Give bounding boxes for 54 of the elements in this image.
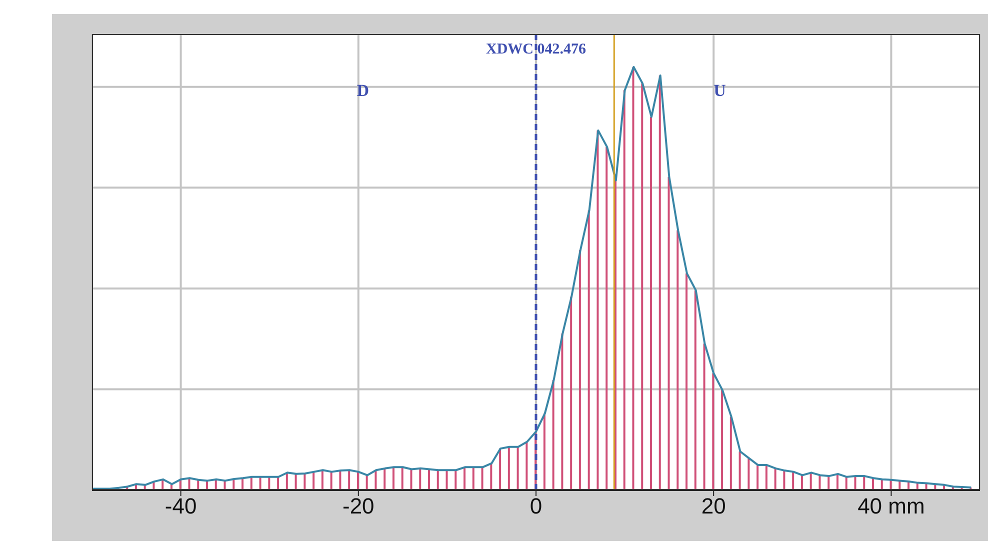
bar: [676, 230, 679, 490]
bar: [712, 373, 714, 490]
bar: [596, 130, 599, 490]
bar: [774, 468, 776, 490]
bar: [401, 467, 404, 490]
bar: [428, 469, 430, 490]
bar: [419, 468, 422, 490]
bar: [330, 472, 332, 490]
bar: [721, 390, 724, 490]
bar: [686, 273, 688, 490]
bar: [446, 470, 448, 490]
bar: [748, 458, 750, 490]
bar: [783, 470, 786, 490]
bar: [650, 116, 652, 490]
bar: [392, 467, 394, 490]
bar: [410, 469, 412, 490]
annotation: D: [356, 81, 369, 100]
bar: [632, 66, 634, 490]
bar: [756, 465, 759, 490]
bar: [526, 442, 528, 490]
x-tick-label: 20: [701, 494, 726, 519]
bar: [694, 290, 696, 490]
bar: [606, 146, 608, 490]
bar: [339, 470, 342, 490]
bar: [454, 470, 457, 490]
bar: [464, 467, 466, 490]
bar: [578, 250, 581, 490]
annotation: U: [714, 81, 726, 100]
bar: [588, 210, 590, 490]
bar: [321, 470, 324, 490]
bar: [570, 296, 572, 490]
bar: [508, 446, 510, 490]
bar: [703, 344, 706, 490]
bar: [765, 465, 768, 490]
bar: [730, 416, 732, 490]
ref-line-label: XDWC 042.476: [486, 42, 586, 58]
bar: [738, 452, 741, 490]
x-tick-label: 40 mm: [858, 494, 925, 519]
bar: [436, 470, 439, 490]
bar: [490, 463, 492, 490]
bar: [641, 83, 644, 490]
bar: [561, 333, 564, 490]
bar: [516, 446, 519, 490]
bar: [348, 470, 350, 490]
bar: [481, 467, 484, 490]
bar: [668, 176, 670, 490]
bar: [472, 467, 474, 490]
x-tick-label: -20: [342, 494, 374, 519]
x-tick-label: 0: [530, 494, 542, 519]
bar: [499, 448, 502, 490]
bar: [552, 380, 554, 490]
bar: [384, 468, 386, 490]
bar: [543, 413, 546, 490]
x-tick-label: -40: [164, 494, 197, 519]
